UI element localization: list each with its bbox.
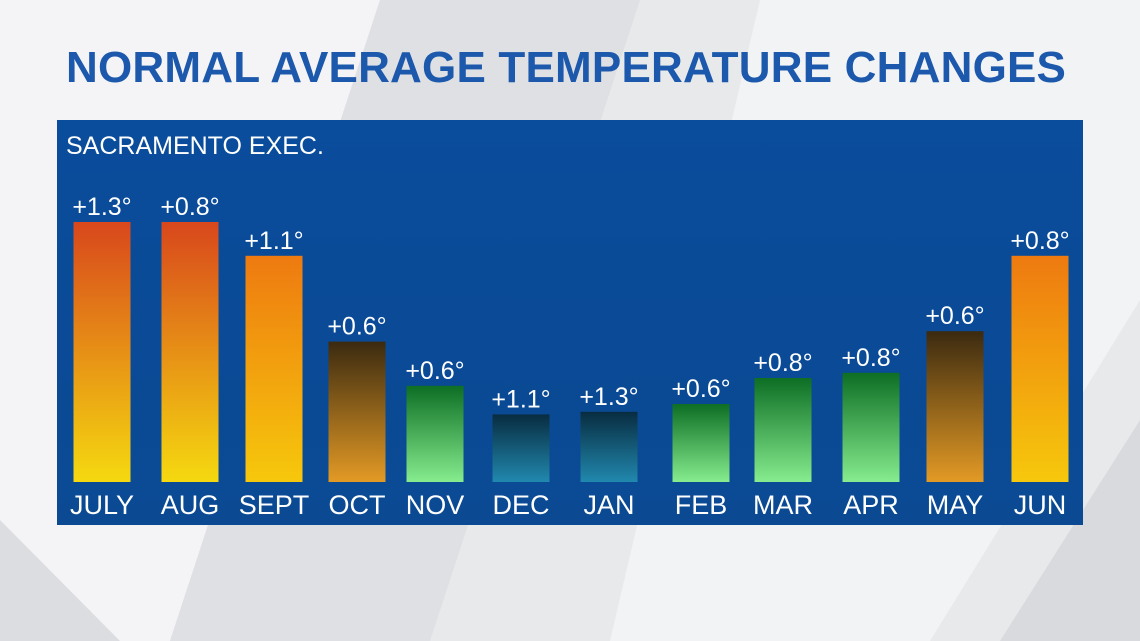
category-labels-group: JULY AUG SEPT OCT NOV DEC JAN FEB MAR APR MAY JUN [70, 490, 1066, 520]
category-label-july: JULY [70, 490, 134, 520]
category-label-jan: JAN [583, 490, 634, 520]
bar-feb [672, 404, 730, 482]
category-label-sept: SEPT [239, 490, 310, 520]
bars-group [73, 222, 1069, 482]
category-label-nov: NOV [406, 490, 465, 520]
category-label-jun: JUN [1014, 490, 1067, 520]
category-label-oct: OCT [329, 490, 386, 520]
category-label-apr: APR [843, 490, 899, 520]
value-label-feb: +0.6° [671, 375, 730, 403]
value-label-jan: +1.3° [579, 383, 638, 411]
value-label-july: +1.3° [72, 193, 131, 221]
value-labels-group: +1.3° +0.8° +1.1° +0.6° +0.6° +1.1° +1.3° +0.6°… [72, 193, 1069, 413]
value-label-may: +0.6° [925, 302, 984, 330]
bar-mar [754, 378, 812, 482]
bar-jan [580, 411, 638, 482]
bar-jun [1011, 255, 1069, 482]
bar-july [73, 222, 131, 482]
value-label-jun: +0.8° [1010, 227, 1069, 255]
value-label-oct: +0.6° [327, 313, 386, 341]
value-label-sept: +1.1° [244, 227, 303, 255]
category-label-feb: FEB [675, 490, 728, 520]
bar-nov [406, 385, 464, 482]
category-label-may: MAY [927, 490, 984, 520]
bar-apr [842, 372, 900, 482]
category-label-mar: MAR [753, 490, 813, 520]
value-label-mar: +0.8° [753, 349, 812, 377]
chart-panel: SACRAMENTO EXEC. +1.3° +0.8° +1.1° +0.6° +0.… [57, 120, 1083, 525]
bar-chart: +1.3° +0.8° +1.1° +0.6° +0.6° +1.1° +1.3° +0.6°… [70, 193, 1070, 520]
bar-may [926, 331, 984, 482]
bar-dec [492, 414, 550, 482]
page-title: NORMAL AVERAGE TEMPERATURE CHANGES [66, 43, 1067, 92]
value-label-aug: +0.8° [160, 193, 219, 221]
bar-aug [161, 222, 219, 482]
bar-oct [328, 341, 386, 482]
value-label-nov: +0.6° [405, 357, 464, 385]
category-label-aug: AUG [161, 490, 220, 520]
chart-subtitle: SACRAMENTO EXEC. [66, 132, 324, 160]
bar-sept [245, 255, 303, 482]
value-label-dec: +1.1° [491, 385, 550, 413]
category-label-dec: DEC [492, 490, 549, 520]
value-label-apr: +0.8° [841, 344, 900, 372]
